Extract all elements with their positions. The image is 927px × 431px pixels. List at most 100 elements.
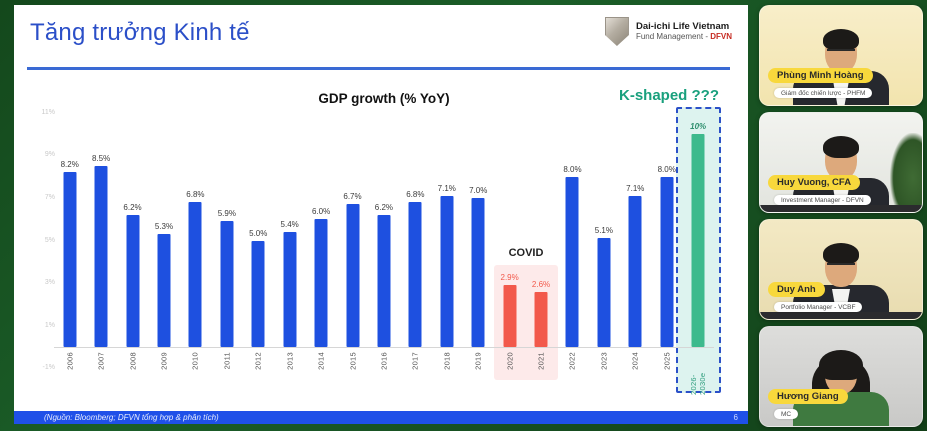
slide-footer-bar: (Nguồn: Bloomberg; DFVN tổng hợp & phân … (14, 411, 748, 424)
covid-annotation: COVID (508, 247, 544, 259)
bar-slot: 5.0% 2012 (243, 105, 274, 395)
chart-bar (628, 195, 642, 347)
x-axis-category-label: 2022 (567, 352, 577, 370)
chart-bar (408, 202, 422, 347)
chart-bar (220, 221, 234, 347)
bar-value-label: 6.0% (311, 207, 331, 217)
bar-slot: 5.9% 2011 (211, 105, 242, 395)
video-tile-huy-vuong[interactable]: Huy Vuong, CFA Investment Manager - DFVN (759, 112, 923, 213)
bar-slot: 2.6% 2021 (525, 105, 556, 395)
participant-name-badge: Hương Giang (768, 389, 848, 404)
participant-name-badge: Phùng Minh Hoàng (768, 68, 873, 83)
slide-title: Tăng trưởng Kinh tế (30, 19, 250, 46)
logo-company-name: Dai-ichi Life Vietnam (635, 20, 730, 32)
y-tick-label: -1% (42, 364, 55, 372)
chart-bar (94, 165, 108, 347)
bar-value-label: 5.3% (154, 222, 174, 232)
bar-value-label: 5.1% (594, 226, 613, 236)
chart-bar (597, 238, 611, 347)
bar-value-label: 6.2% (123, 202, 142, 212)
x-axis-category-label: 2020 (505, 352, 515, 370)
bar-value-label: 7.0% (469, 185, 488, 195)
participant-role-badge: Giám đốc chiến lược - PHFM (774, 88, 873, 98)
x-axis-category-label: 2013 (285, 352, 295, 370)
y-tick-label: 9% (44, 151, 55, 159)
page-number: 6 (733, 413, 738, 422)
video-tile-duy-anh[interactable]: Duy Anh Portfolio Manager - VCBF (759, 219, 923, 320)
x-axis-category-label: 2006 (65, 352, 75, 370)
bar-slot: 6.8% 2017 (400, 105, 431, 395)
bar-slot: 7.1% 2018 (431, 105, 462, 395)
bar-slot: 6.8% 2010 (180, 105, 211, 395)
participant-name-badge: Huy Vuong, CFA (768, 175, 861, 190)
logo-brand: DFVN (710, 32, 732, 42)
x-axis-category-label: 2025 (662, 352, 672, 370)
bar-slot: 10% 2026-2030e (682, 105, 713, 395)
y-tick-label: 3% (44, 279, 55, 287)
x-axis-category-label: 2017 (410, 352, 420, 370)
bar-value-label: 7.1% (626, 183, 645, 193)
x-axis-category-label: 2026-2030e (689, 372, 708, 395)
chart-bar (126, 214, 140, 347)
bar-slot: 5.4% 2013 (274, 105, 305, 395)
bar-slot: 8.0% 2025 (651, 105, 682, 395)
x-axis-category-label: 2021 (536, 352, 546, 370)
y-axis-ticks: 11% 9% 7% 5% 3% 1% -1% (14, 5, 56, 424)
x-axis-category-label: 2007 (96, 352, 106, 370)
shared-slide: Tăng trưởng Kinh tế Dai-ichi Life Vietna… (14, 5, 748, 424)
bar-value-label: 8.0% (657, 164, 676, 174)
chart-bar (283, 231, 297, 347)
x-axis-category-label: 2024 (630, 352, 640, 370)
title-underline (27, 67, 730, 70)
bar-slot: 6.0% 2014 (305, 105, 336, 395)
x-axis-category-label: 2009 (159, 352, 169, 370)
bar-value-label: 5.9% (217, 209, 236, 219)
participant-role-badge: MC (774, 409, 799, 419)
logo-division: Fund Management - DFVN (635, 32, 732, 42)
y-tick-label: 7% (44, 193, 55, 201)
x-axis-category-label: 2014 (316, 352, 326, 370)
chart-bar (691, 134, 705, 347)
bar-value-label: 2.6% (531, 279, 551, 289)
chart-bar (346, 204, 359, 347)
bar-slot: 7.0% 2019 (462, 105, 493, 395)
y-tick-label: 5% (44, 236, 55, 244)
plant-decor (890, 133, 922, 212)
chart-title: GDP growth (% YoY) (318, 91, 450, 106)
chart-bar (377, 214, 391, 347)
bar-slot: 2.9% 2020 (494, 105, 525, 395)
bar-value-label: 5.4% (280, 219, 299, 229)
bar-value-label: 8.0% (563, 164, 582, 174)
chart-bar (471, 197, 485, 347)
x-axis-category-label: 2008 (128, 352, 138, 370)
bar-value-label: 6.8% (186, 190, 205, 200)
bar-slot: 8.2% 2006 (54, 105, 85, 395)
bar-value-label: 6.7% (343, 192, 362, 202)
bar-value-label: 7.1% (437, 183, 456, 193)
chart-bar (314, 219, 328, 347)
table-edge (760, 312, 922, 319)
video-tile-phung-minh-hoang[interactable]: Phùng Minh Hoàng Giám đốc chiến lược - P… (759, 5, 923, 106)
dfvn-logo: Dai-ichi Life Vietnam Fund Management - … (604, 17, 732, 46)
y-tick-label: 1% (44, 321, 55, 329)
k-shaped-annotation: K-shaped ??? (619, 87, 719, 104)
x-axis-category-label: 2016 (379, 352, 389, 370)
bar-value-label: 8.5% (92, 153, 111, 163)
bar-value-label: 5.0% (249, 228, 268, 238)
participant-role-badge: Investment Manager - DFVN (774, 195, 871, 205)
x-axis-category-label: 2023 (599, 352, 609, 370)
bar-slot: 7.1% 2024 (620, 105, 651, 395)
shield-icon (604, 17, 629, 46)
bar-slot: 6.7% 2015 (337, 105, 368, 395)
bar-value-label: 8.2% (60, 160, 79, 170)
bar-value-label: 6.2% (374, 202, 394, 212)
chart-bar (660, 176, 674, 347)
bar-slot: 8.5% 2007 (85, 105, 116, 395)
chart-bar (565, 176, 579, 347)
participant-role-badge: Portfolio Manager - VCBF (774, 302, 863, 312)
video-tile-huong-giang[interactable]: Hương Giang MC (759, 326, 923, 427)
chart-bar (503, 285, 517, 347)
bar-slot: 6.2% 2008 (117, 105, 148, 395)
bar-slot: 8.0% 2022 (557, 105, 588, 395)
